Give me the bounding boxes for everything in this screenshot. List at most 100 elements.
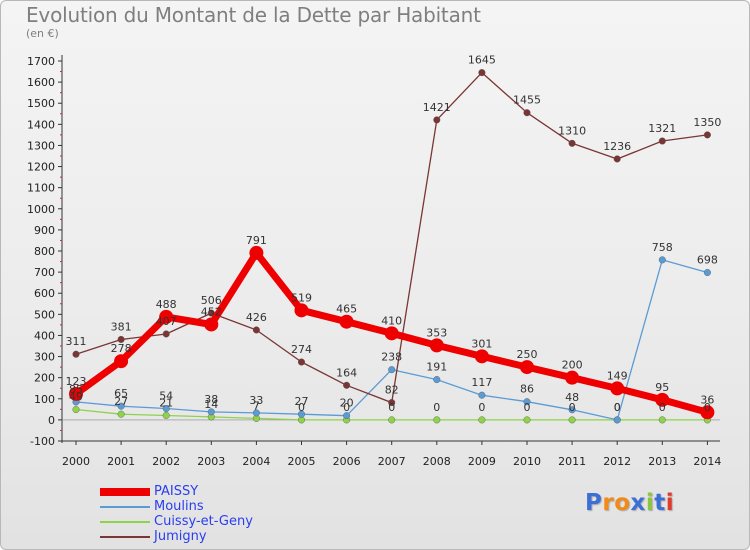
legend-label: Cuissy-et-Geny bbox=[154, 514, 253, 529]
y-tick-label: 100 bbox=[34, 393, 55, 406]
data-label-cuissy-et-geny: 0 bbox=[659, 401, 666, 414]
data-label-paissy: 791 bbox=[246, 234, 267, 247]
point-paissy bbox=[249, 245, 264, 260]
point-moulins bbox=[388, 366, 396, 374]
data-label-moulins: 33 bbox=[249, 394, 263, 407]
point-moulins bbox=[252, 409, 260, 417]
point-jumigny bbox=[433, 116, 441, 124]
point-cuissy-et-geny bbox=[658, 416, 666, 424]
y-tick-label: 1200 bbox=[27, 161, 55, 174]
data-label-jumigny: 506 bbox=[201, 294, 222, 307]
x-tick-label: 2012 bbox=[603, 455, 631, 468]
point-moulins bbox=[568, 406, 576, 414]
point-paissy bbox=[339, 314, 354, 329]
point-paissy bbox=[474, 349, 489, 364]
data-label-moulins: 758 bbox=[652, 241, 673, 254]
data-label-moulins: 191 bbox=[426, 361, 447, 374]
data-label-jumigny: 1645 bbox=[468, 54, 496, 67]
data-label-moulins: 20 bbox=[340, 397, 354, 410]
x-tick-label: 2013 bbox=[648, 455, 676, 468]
y-tick-label: 1000 bbox=[27, 203, 55, 216]
y-tick-label: 1500 bbox=[27, 97, 55, 110]
x-tick-label: 2001 bbox=[107, 455, 135, 468]
data-label-moulins: 85 bbox=[69, 383, 83, 396]
x-tick-label: 2008 bbox=[423, 455, 451, 468]
data-label-cuissy-et-geny: 0 bbox=[524, 401, 531, 414]
y-tick-label: 1400 bbox=[27, 118, 55, 131]
x-tick-label: 2006 bbox=[333, 455, 361, 468]
point-cuissy-et-geny bbox=[162, 411, 170, 419]
y-tick-label: 500 bbox=[34, 308, 55, 321]
proxiti-logo: Proxiti bbox=[585, 490, 675, 516]
data-label-cuissy-et-geny: 0 bbox=[388, 401, 395, 414]
chart-subtitle: (en €) bbox=[26, 27, 59, 40]
point-jumigny bbox=[658, 137, 666, 145]
point-paissy bbox=[159, 309, 174, 324]
data-label-moulins: 38 bbox=[204, 393, 218, 406]
point-moulins bbox=[117, 402, 125, 410]
x-tick-label: 2000 bbox=[62, 455, 90, 468]
y-tick-label: 900 bbox=[34, 224, 55, 237]
point-moulins bbox=[613, 416, 621, 424]
x-tick-label: 2004 bbox=[242, 455, 270, 468]
data-label-jumigny: 1421 bbox=[423, 101, 451, 114]
data-label-paissy: 123 bbox=[66, 375, 87, 388]
point-paissy bbox=[69, 386, 83, 401]
point-jumigny bbox=[523, 109, 531, 117]
data-label-paissy: 353 bbox=[426, 326, 447, 339]
data-label-paissy: 250 bbox=[517, 348, 538, 361]
y-tick-label: 1300 bbox=[27, 139, 55, 152]
data-label-cuissy-et-geny: 21 bbox=[159, 396, 173, 409]
y-tick-label: 1600 bbox=[27, 76, 55, 89]
data-label-cuissy-et-geny: 49 bbox=[69, 391, 83, 404]
point-paissy bbox=[610, 381, 625, 396]
legend-label: PAISSY bbox=[154, 484, 199, 499]
legend-swatch bbox=[100, 536, 150, 538]
data-label-jumigny: 381 bbox=[111, 320, 132, 333]
x-tick-label: 2007 bbox=[378, 455, 406, 468]
point-cuissy-et-geny bbox=[568, 416, 576, 424]
data-label-jumigny: 311 bbox=[66, 335, 87, 348]
x-tick-label: 2011 bbox=[558, 455, 586, 468]
data-label-jumigny: 426 bbox=[246, 311, 267, 324]
data-label-jumigny: 1236 bbox=[603, 140, 631, 153]
legend-swatch bbox=[100, 521, 150, 523]
x-tick-label: 2003 bbox=[197, 455, 225, 468]
data-label-jumigny: 407 bbox=[156, 315, 177, 328]
x-tick-label: 2014 bbox=[693, 455, 721, 468]
data-label-moulins: 27 bbox=[295, 395, 309, 408]
point-paissy bbox=[565, 370, 580, 385]
data-label-paissy: 410 bbox=[381, 314, 402, 327]
point-moulins bbox=[478, 391, 486, 399]
data-label-moulins: 117 bbox=[471, 376, 492, 389]
point-jumigny bbox=[117, 335, 125, 343]
data-label-jumigny: 1310 bbox=[558, 124, 586, 137]
data-label-paissy: 519 bbox=[291, 291, 312, 304]
data-label-paissy: 95 bbox=[655, 381, 669, 394]
data-label-cuissy-et-geny: 0 bbox=[614, 401, 621, 414]
data-label-jumigny: 274 bbox=[291, 343, 312, 356]
data-label-jumigny: 82 bbox=[385, 384, 399, 397]
point-cuissy-et-geny bbox=[72, 406, 80, 414]
data-label-jumigny: 1455 bbox=[513, 94, 541, 107]
point-moulins bbox=[433, 376, 441, 384]
y-tick-label: 1100 bbox=[27, 182, 55, 195]
data-label-cuissy-et-geny: 0 bbox=[343, 401, 350, 414]
data-label-cuissy-et-geny: 0 bbox=[704, 401, 711, 414]
data-label-paissy: 278 bbox=[111, 342, 132, 355]
y-tick-label: 600 bbox=[34, 287, 55, 300]
y-tick-label: 800 bbox=[34, 245, 55, 258]
point-jumigny bbox=[298, 358, 306, 366]
point-jumigny bbox=[343, 381, 351, 389]
point-paissy bbox=[114, 354, 129, 369]
data-label-cuissy-et-geny: 0 bbox=[298, 401, 305, 414]
point-paissy bbox=[655, 392, 670, 407]
y-tick-label: 400 bbox=[34, 329, 55, 342]
data-label-paissy: 149 bbox=[607, 369, 628, 382]
point-moulins bbox=[523, 398, 531, 406]
data-label-moulins: 0 bbox=[614, 401, 621, 414]
y-tick-label: 1700 bbox=[27, 55, 55, 68]
data-label-paissy: 200 bbox=[562, 359, 583, 372]
point-paissy bbox=[700, 405, 715, 420]
